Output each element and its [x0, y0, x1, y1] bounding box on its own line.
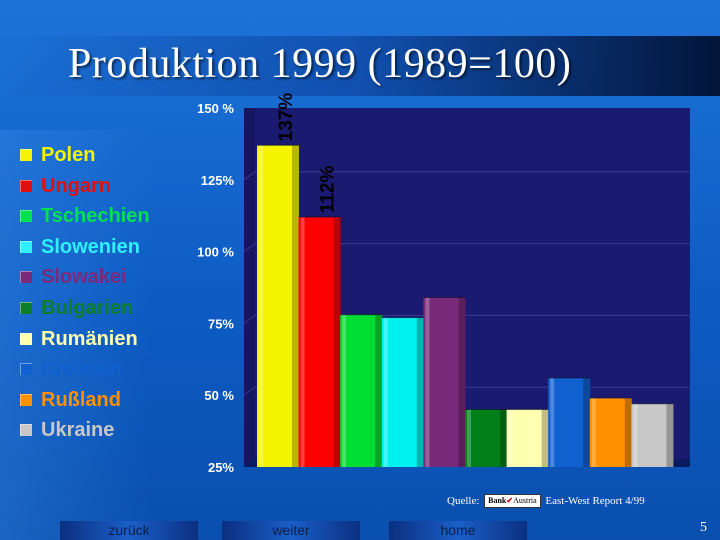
source-prefix: Quelle: — [447, 495, 480, 507]
bar-shade — [375, 314, 383, 467]
bar-shade — [624, 398, 632, 467]
plot-side-wall — [244, 108, 255, 467]
legend-marker — [20, 179, 32, 192]
legend-marker — [20, 363, 32, 376]
bar-highlight — [633, 403, 638, 467]
y-tick-label: 150 % — [197, 101, 234, 116]
bar-shade — [458, 297, 466, 467]
y-tick-label: 50 % — [204, 388, 234, 403]
bar — [465, 409, 507, 467]
next-button[interactable]: weiter — [222, 521, 360, 540]
gridline-side — [243, 386, 256, 396]
bar-highlight — [467, 409, 471, 467]
gridline-side — [243, 314, 256, 324]
bar — [548, 377, 591, 467]
legend-label: Kroatien — [41, 358, 123, 381]
logo-text-left: Bank — [488, 496, 507, 506]
bar-data-label: 112% — [318, 165, 339, 213]
bar-highlight — [342, 314, 347, 467]
legend-marker — [20, 424, 32, 437]
bar — [381, 317, 424, 467]
gridline-side — [243, 171, 256, 181]
legend-label: Polen — [41, 144, 96, 166]
bar-highlight — [383, 317, 388, 467]
back-button[interactable]: zurück — [60, 521, 198, 540]
legend-label: Tschechien — [41, 205, 150, 228]
legend-marker — [20, 240, 32, 253]
bar — [506, 409, 549, 467]
bar-highlight — [300, 217, 305, 467]
legend-marker — [20, 210, 32, 223]
y-tick-label: 100 % — [197, 245, 234, 260]
bar-highlight — [591, 398, 596, 467]
legend-marker — [20, 332, 32, 345]
bank-austria-logo: Bank✔Austria — [484, 494, 541, 508]
source-note: Quelle: Bank✔Austria East-West Report 4/… — [447, 494, 645, 508]
bar-shade — [292, 145, 299, 467]
legend-label: Bulgarien — [41, 296, 134, 319]
bar-shade — [416, 317, 424, 467]
bar — [423, 297, 466, 467]
logo-mark-icon: ✔ — [506, 496, 514, 506]
title-band — [0, 36, 720, 96]
bar-shade — [583, 377, 591, 467]
bar — [257, 145, 299, 467]
bar-shade — [666, 403, 674, 467]
bar-highlight — [259, 145, 263, 467]
legend-marker — [20, 271, 32, 284]
page-number: 5 — [700, 520, 707, 535]
bar — [340, 314, 383, 467]
legend-label: Slowenien — [41, 235, 140, 258]
bar — [298, 217, 341, 467]
bar-shade — [541, 409, 549, 467]
legend-label: Slowakei — [41, 266, 127, 289]
bar-highlight — [508, 409, 513, 467]
bar-data-label: 137% — [276, 93, 297, 142]
bar-shade — [333, 217, 341, 467]
logo-text-right: Austria — [513, 496, 537, 506]
home-button[interactable]: home — [389, 521, 527, 540]
source-report: East-West Report 4/99 — [545, 495, 645, 507]
y-tick-label: 125% — [201, 173, 235, 188]
y-tick-label: 75% — [208, 316, 234, 331]
legend-label: Ukraine — [41, 419, 115, 442]
legend-marker — [20, 301, 32, 314]
bar-highlight — [550, 377, 555, 467]
legend-marker — [20, 393, 32, 406]
legend-marker — [20, 149, 32, 161]
legend-label: Ungarn — [41, 174, 111, 197]
gridline-side — [243, 243, 256, 253]
y-tick-label: 25% — [208, 460, 234, 475]
bar-shade — [500, 409, 507, 467]
bar — [589, 398, 632, 467]
bar — [631, 403, 674, 467]
bar-highlight — [425, 297, 430, 467]
legend-label: Rumänien — [41, 327, 138, 350]
legend-label: Rußland — [41, 388, 121, 411]
slide-title: Produktion 1999 (1989=100) — [68, 41, 572, 87]
